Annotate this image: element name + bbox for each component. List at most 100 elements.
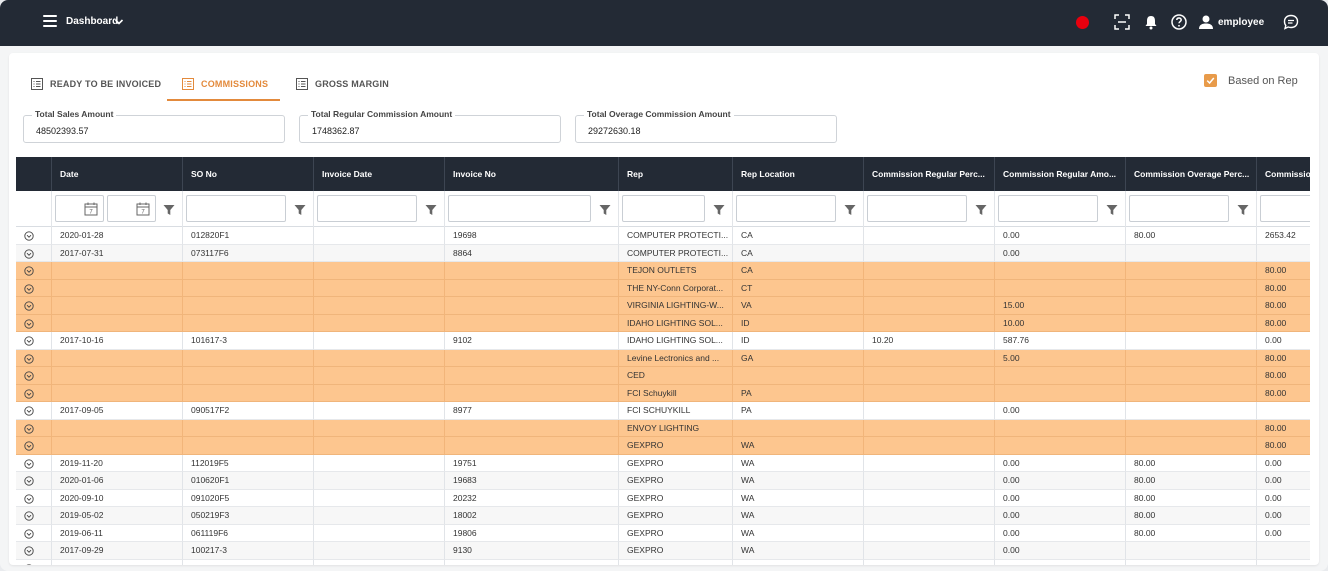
- expand-row-icon[interactable]: [24, 528, 34, 539]
- expand-row-icon[interactable]: [24, 335, 34, 346]
- calendar-icon[interactable]: 7: [136, 202, 150, 216]
- expand-row-icon[interactable]: [24, 493, 34, 504]
- expand-row-icon[interactable]: [24, 230, 34, 241]
- table-row[interactable]: 2019-05-02 050219F3 18002 GEXPRO WA 0.00 80.00…: [16, 507, 1310, 525]
- table-row[interactable]: Levine Lectronics and ... GA 5.00 80.00: [16, 349, 1310, 367]
- table-cell: ID: [733, 332, 864, 350]
- table-cell: 587.76: [995, 332, 1126, 350]
- column-header[interactable]: Commission Overage Perc...: [1126, 157, 1257, 191]
- table-cell: CA: [733, 244, 864, 262]
- expand-row-icon[interactable]: [24, 440, 34, 451]
- expand-row-icon[interactable]: [24, 545, 34, 556]
- filter-icon[interactable]: [294, 203, 306, 215]
- expand-row-icon[interactable]: [24, 405, 34, 416]
- table-cell: [314, 489, 445, 507]
- calendar-icon[interactable]: 7: [84, 202, 98, 216]
- column-header[interactable]: Commissio: [1257, 157, 1310, 191]
- column-filter-input[interactable]: [1260, 195, 1310, 222]
- table-row[interactable]: 2017-10-16 101617-3 9102 IDAHO LIGHTING SOL…: [16, 332, 1310, 350]
- expand-row-icon[interactable]: [24, 265, 34, 276]
- tab-ready-to-be-invoiced[interactable]: READY TO BE INVOICED: [31, 67, 161, 101]
- filter-icon[interactable]: [1237, 203, 1249, 215]
- dashboard-menu-label[interactable]: Dashboard: [66, 16, 119, 27]
- table-row[interactable]: ENVOY LIGHTING 80.00: [16, 419, 1310, 437]
- table-row[interactable]: 2019-06-11 061119F6 19806 GEXPRO WA 0.00 80.00…: [16, 524, 1310, 542]
- expand-cell: [16, 489, 52, 507]
- table-row[interactable]: IDAHO LIGHTING SOL... ID 10.00 80.00: [16, 314, 1310, 332]
- expand-row-icon[interactable]: [24, 300, 34, 311]
- expand-row-icon[interactable]: [24, 370, 34, 381]
- table-cell: [995, 437, 1126, 455]
- table-cell: [864, 524, 995, 542]
- filter-icon[interactable]: [425, 203, 437, 215]
- filter-icon[interactable]: [713, 203, 725, 215]
- table-row[interactable]: 2018-05-10051018-6 9620GEXPROWA 0.0080.001…: [16, 559, 1310, 565]
- tab-label: COMMISSIONS: [201, 79, 269, 89]
- table-cell: [445, 297, 619, 315]
- expand-row-icon[interactable]: [24, 458, 34, 469]
- column-filter-input[interactable]: [998, 195, 1098, 222]
- column-header[interactable]: Commission Regular Amo...: [995, 157, 1126, 191]
- table-row[interactable]: CED 80.00: [16, 367, 1310, 385]
- bell-icon[interactable]: [1142, 13, 1160, 31]
- user-name-label[interactable]: employee: [1218, 17, 1265, 28]
- table-row[interactable]: GEXPRO WA 80.00: [16, 437, 1310, 455]
- table-row[interactable]: 2019-11-20 112019F5 19751 GEXPRO WA 0.00 80.00…: [16, 454, 1310, 472]
- filter-icon[interactable]: [599, 203, 611, 215]
- table-row[interactable]: 2017-09-05 090517F2 8977 FCI SCHUYKILL PA 0.0…: [16, 402, 1310, 420]
- expand-row-icon[interactable]: [24, 248, 34, 259]
- column-header[interactable]: Rep Location: [733, 157, 864, 191]
- column-header[interactable]: Rep: [619, 157, 733, 191]
- date-filter-input[interactable]: 7: [55, 195, 104, 222]
- table-row[interactable]: 2020-09-10 091020F5 20232 GEXPRO WA 0.00 80.00…: [16, 489, 1310, 507]
- expand-row-icon[interactable]: [24, 388, 34, 399]
- based-on-rep-checkbox[interactable]: [1204, 74, 1217, 87]
- table-row[interactable]: VIRGINIA LIGHTING-W... VA 15.00 80.00: [16, 297, 1310, 315]
- chat-icon[interactable]: [1282, 13, 1300, 31]
- column-header[interactable]: Date: [52, 157, 183, 191]
- based-on-rep-toggle[interactable]: Based on Rep: [1204, 74, 1298, 87]
- table-row[interactable]: 2020-01-06 010620F1 19683 GEXPRO WA 0.00 80.00…: [16, 472, 1310, 490]
- column-filter-input[interactable]: [317, 195, 417, 222]
- expand-row-icon[interactable]: [24, 563, 34, 565]
- expand-row-icon[interactable]: [24, 283, 34, 294]
- table-row[interactable]: 2017-07-31 073117F6 8864 COMPUTER PROTECTI.…: [16, 244, 1310, 262]
- column-filter-input[interactable]: [1129, 195, 1229, 222]
- tab-commissions[interactable]: COMMISSIONS: [182, 67, 268, 101]
- expand-row-icon[interactable]: [24, 423, 34, 434]
- help-icon[interactable]: [1170, 13, 1188, 31]
- scan-icon[interactable]: [1113, 13, 1131, 31]
- hamburger-menu-icon[interactable]: [43, 15, 57, 27]
- tab-gross-margin[interactable]: GROSS MARGIN: [296, 67, 389, 101]
- expand-row-icon[interactable]: [24, 318, 34, 329]
- table-row[interactable]: THE NY-Conn Corporat... CT 80.00: [16, 279, 1310, 297]
- filter-icon[interactable]: [163, 203, 175, 215]
- column-header[interactable]: Invoice Date: [314, 157, 445, 191]
- column-filter-input[interactable]: [736, 195, 836, 222]
- column-header[interactable]: Commission Regular Perc...: [864, 157, 995, 191]
- date-filter-input[interactable]: 7: [107, 195, 156, 222]
- table-row[interactable]: 2020-01-28 012820F1 19698 COMPUTER PROTECTI…: [16, 227, 1310, 245]
- table-row[interactable]: 2017-09-29 100217-3 9130 GEXPRO WA 0.00: [16, 542, 1310, 560]
- filter-icon[interactable]: [844, 203, 856, 215]
- expand-cell: [16, 349, 52, 367]
- table-row[interactable]: FCI Schuykill PA 80.00: [16, 384, 1310, 402]
- column-filter-input[interactable]: [867, 195, 967, 222]
- table-cell: 80.00: [1126, 227, 1257, 245]
- expand-row-icon[interactable]: [24, 475, 34, 486]
- column-header[interactable]: SO No: [183, 157, 314, 191]
- user-avatar-icon[interactable]: [1197, 13, 1215, 31]
- filter-cell: [733, 191, 864, 227]
- filter-icon[interactable]: [1106, 203, 1118, 215]
- expand-row-icon[interactable]: [24, 353, 34, 364]
- record-indicator-icon[interactable]: [1076, 16, 1089, 29]
- column-filter-input[interactable]: [622, 195, 705, 222]
- column-filter-input[interactable]: [448, 195, 591, 222]
- column-header[interactable]: Invoice No: [445, 157, 619, 191]
- column-filter-input[interactable]: [186, 195, 286, 222]
- table-row[interactable]: TEJON OUTLETS CA 80.00: [16, 262, 1310, 280]
- filter-icon[interactable]: [975, 203, 987, 215]
- expand-row-icon[interactable]: [24, 510, 34, 521]
- chevron-down-icon[interactable]: [114, 17, 124, 27]
- table-cell: [864, 367, 995, 385]
